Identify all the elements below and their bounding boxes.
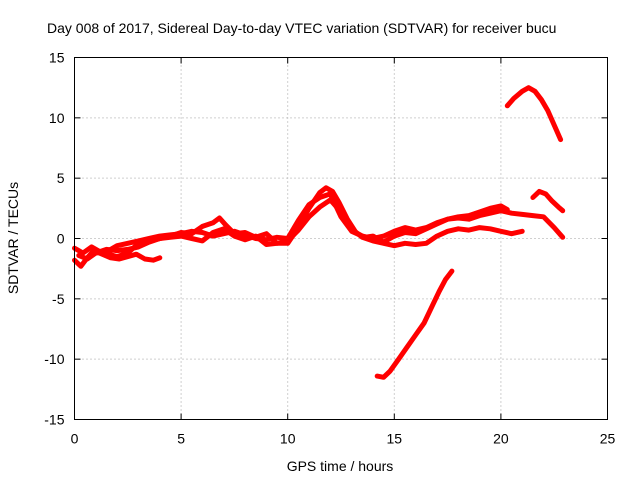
y-tick-label: 10 — [49, 110, 65, 126]
chart-title: Day 008 of 2017, Sidereal Day-to-day VTE… — [47, 20, 556, 36]
series-group — [72, 85, 566, 380]
series-track-e — [530, 188, 566, 214]
series-track-c — [76, 197, 525, 262]
x-axis-label: GPS time / hours — [287, 458, 394, 474]
y-tick-label: -15 — [44, 412, 64, 428]
y-tick-label: 0 — [57, 231, 65, 247]
y-tick-label: -5 — [52, 291, 65, 307]
y-tick-label: -10 — [44, 351, 64, 367]
y-tick-label: 5 — [57, 170, 65, 186]
series-track-f — [504, 85, 564, 143]
y-tick-label: 15 — [49, 50, 65, 66]
x-tick-label: 25 — [600, 431, 616, 447]
x-tick-label: 0 — [71, 431, 79, 447]
x-tick-label: 10 — [280, 431, 296, 447]
series-track-d — [93, 191, 566, 256]
x-tick-label: 20 — [493, 431, 509, 447]
axis-ticks: 0 5 10 15 20 25 -15 -10 -5 0 5 10 15 — [44, 50, 615, 447]
y-axis-label: SDTVAR / TECUs — [5, 182, 21, 294]
series-track-g — [374, 268, 455, 380]
x-tick-label: 15 — [387, 431, 403, 447]
x-tick-label: 5 — [177, 431, 185, 447]
